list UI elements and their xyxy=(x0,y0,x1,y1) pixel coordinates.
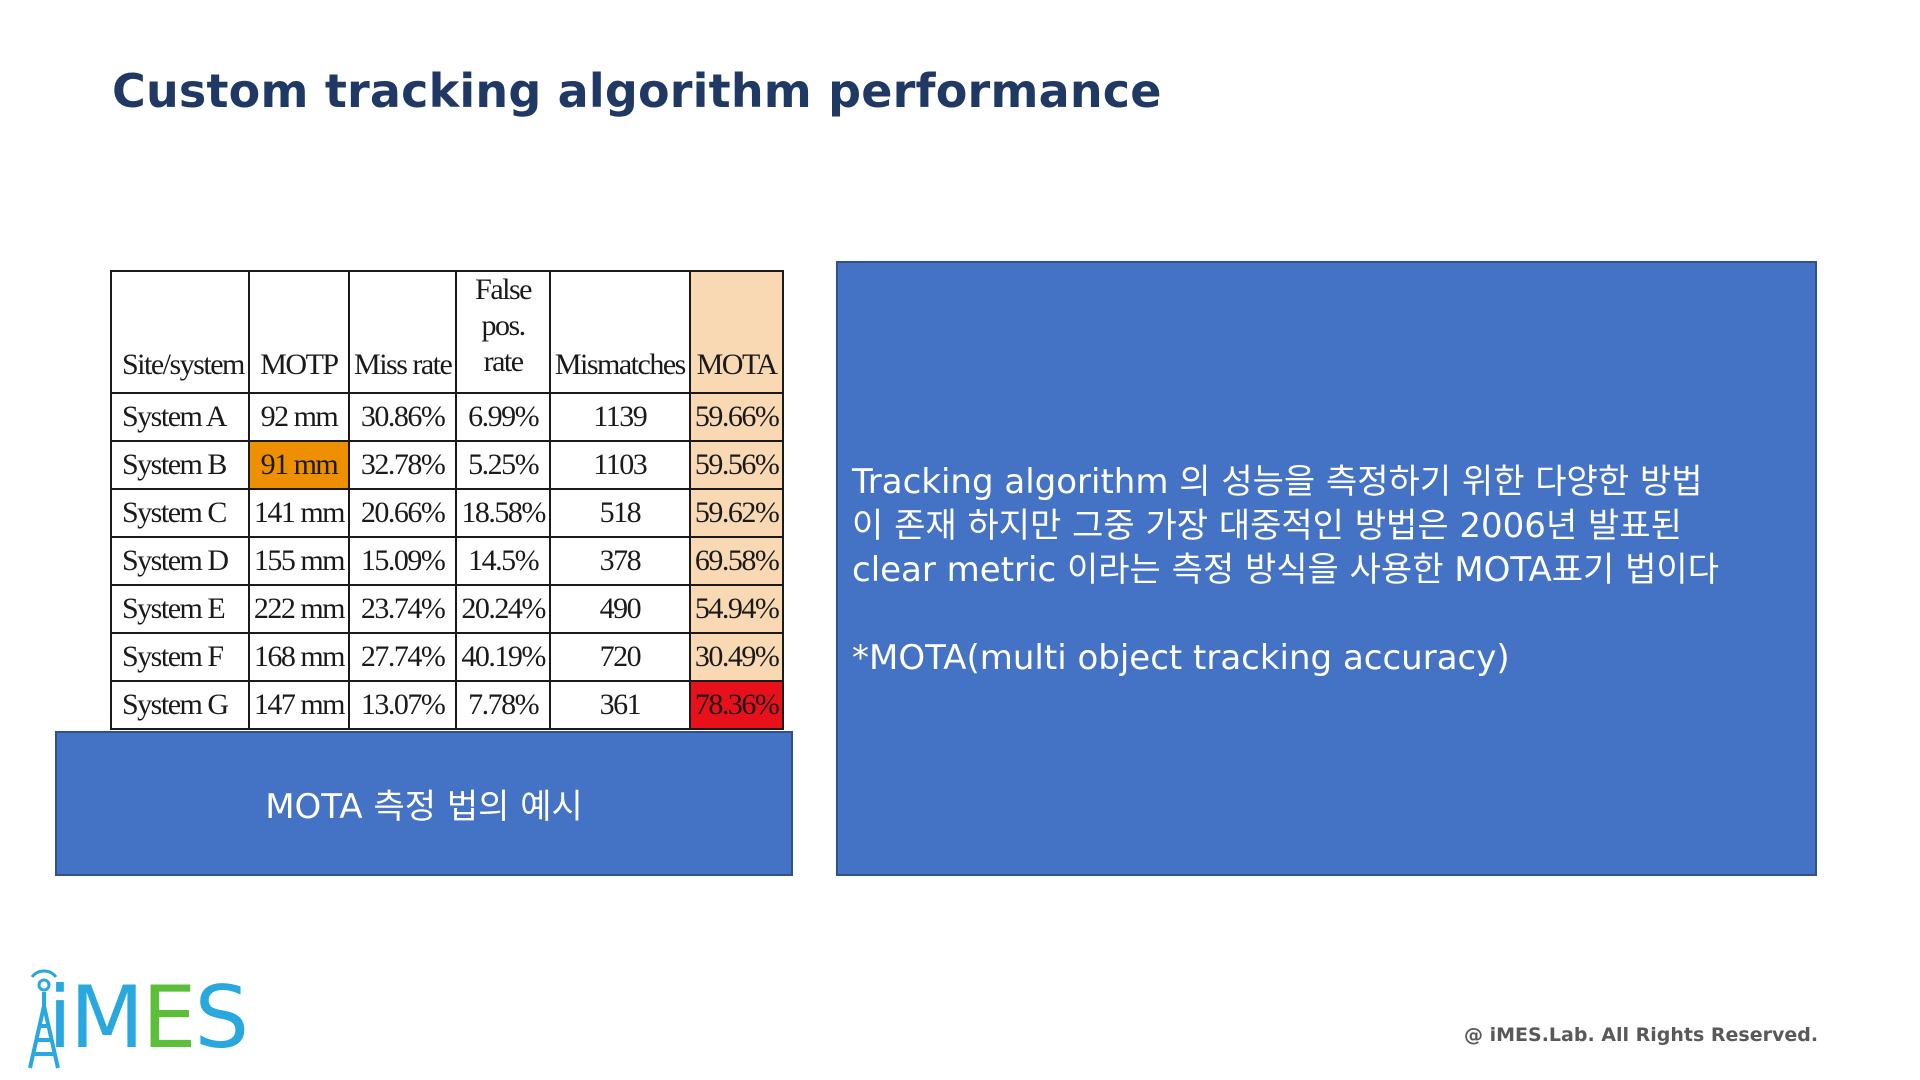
header-miss-rate: Miss rate xyxy=(348,270,458,394)
cell-miss-rate: 32.78% xyxy=(348,440,458,490)
description-box: Tracking algorithm 의 성능을 측정하기 위한 다양한 방법 … xyxy=(836,261,1817,876)
cell-miss-rate: 27.74% xyxy=(348,632,458,682)
cell-mismatches: 720 xyxy=(548,632,691,682)
table-row: System G 147 mm 13.07% 7.78% 361 78.36% xyxy=(110,680,785,730)
cell-false-pos-rate: 18.58% xyxy=(455,488,551,538)
cell-motp: 147 mm xyxy=(247,680,351,730)
cell-miss-rate: 13.07% xyxy=(348,680,458,730)
logo-letter: S xyxy=(194,968,249,1068)
cell-false-pos-rate: 20.24% xyxy=(455,584,551,634)
description-line: Tracking algorithm 의 성능을 측정하기 위한 다양한 방법 xyxy=(852,462,1703,502)
cell-site: System F xyxy=(110,632,250,682)
header-motp: MOTP xyxy=(247,270,351,394)
cell-mota: 59.62% xyxy=(688,488,785,538)
cell-site: System C xyxy=(110,488,250,538)
table-header-row: Site/system MOTP Miss rate False pos. ra… xyxy=(110,270,785,394)
cell-site: System A xyxy=(110,392,250,442)
logo-wordmark: iMES xyxy=(48,968,249,1068)
cell-miss-rate: 15.09% xyxy=(348,536,458,586)
caption-text: MOTA 측정 법의 예시 xyxy=(265,787,583,827)
cell-motp-highlighted: 91 mm xyxy=(247,440,351,490)
cell-mismatches: 378 xyxy=(548,536,691,586)
cell-mota: 59.56% xyxy=(688,440,785,490)
table-row: System B 91 mm 32.78% 5.25% 1103 59.56% xyxy=(110,440,785,490)
cell-site: System D xyxy=(110,536,250,586)
metrics-table: Site/system MOTP Miss rate False pos. ra… xyxy=(110,270,785,730)
header-false-pos-rate: False pos. rate xyxy=(455,270,551,394)
caption-box: MOTA 측정 법의 예시 xyxy=(55,731,793,876)
cell-false-pos-rate: 7.78% xyxy=(455,680,551,730)
table-row: System A 92 mm 30.86% 6.99% 1139 59.66% xyxy=(110,392,785,442)
cell-false-pos-rate: 5.25% xyxy=(455,440,551,490)
table-row: System D 155 mm 15.09% 14.5% 378 69.58% xyxy=(110,536,785,586)
cell-site: System G xyxy=(110,680,250,730)
cell-false-pos-rate: 6.99% xyxy=(455,392,551,442)
cell-motp: 141 mm xyxy=(247,488,351,538)
description-line: clear metric 이라는 측정 방식을 사용한 MOTA표기 법이다 xyxy=(852,550,1719,590)
cell-miss-rate: 20.66% xyxy=(348,488,458,538)
description-note: *MOTA(multi object tracking accuracy) xyxy=(852,638,1510,678)
cell-miss-rate: 23.74% xyxy=(348,584,458,634)
footer-copyright: @ iMES.Lab. All Rights Reserved. xyxy=(1464,1024,1819,1046)
cell-mismatches: 1103 xyxy=(548,440,691,490)
cell-mota: 54.94% xyxy=(688,584,785,634)
logo-text: iMES xyxy=(48,968,249,1068)
cell-motp: 222 mm xyxy=(247,584,351,634)
cell-mismatches: 361 xyxy=(548,680,691,730)
cell-motp: 168 mm xyxy=(247,632,351,682)
cell-false-pos-rate: 40.19% xyxy=(455,632,551,682)
cell-miss-rate: 30.86% xyxy=(348,392,458,442)
cell-mota: 59.66% xyxy=(688,392,785,442)
antenna-tower-icon xyxy=(28,969,60,1069)
logo-letter: M xyxy=(69,968,144,1068)
cell-mismatches: 518 xyxy=(548,488,691,538)
logo-letter: i xyxy=(48,968,72,1068)
description-line: 이 존재 하지만 그중 가장 대중적인 방법은 2006년 발표된 xyxy=(852,506,1682,546)
cell-mismatches: 490 xyxy=(548,584,691,634)
header-site-system: Site/system xyxy=(110,270,250,394)
cell-mismatches: 1139 xyxy=(548,392,691,442)
cell-mota: 30.49% xyxy=(688,632,785,682)
slide-title: Custom tracking algorithm performance xyxy=(112,64,1162,118)
table-row: System C 141 mm 20.66% 18.58% 518 59.62% xyxy=(110,488,785,538)
cell-false-pos-rate: 14.5% xyxy=(455,536,551,586)
header-mismatches: Mismatches xyxy=(548,270,691,394)
cell-site: System E xyxy=(110,584,250,634)
imes-logo: iMES xyxy=(14,968,249,1074)
cell-mota-highlighted: 78.36% xyxy=(688,680,785,730)
cell-motp: 92 mm xyxy=(247,392,351,442)
cell-motp: 155 mm xyxy=(247,536,351,586)
table-row: System F 168 mm 27.74% 40.19% 720 30.49% xyxy=(110,632,785,682)
logo-letter: E xyxy=(142,968,196,1068)
table-row: System E 222 mm 23.74% 20.24% 490 54.94% xyxy=(110,584,785,634)
cell-mota: 69.58% xyxy=(688,536,785,586)
cell-site: System B xyxy=(110,440,250,490)
header-mota: MOTA xyxy=(688,270,785,394)
